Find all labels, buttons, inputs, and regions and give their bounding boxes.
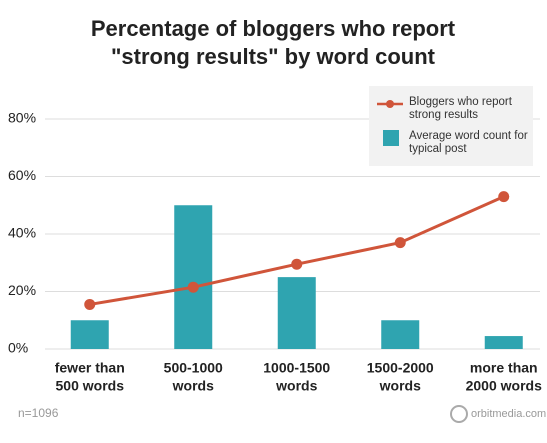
bar	[70, 320, 109, 349]
y-tick-label: 80%	[8, 110, 36, 126]
x-tick-label: fewer than	[55, 360, 125, 376]
legend: Bloggers who report strong results Avera…	[369, 86, 533, 166]
bar	[277, 277, 316, 349]
x-tick-label: words	[379, 378, 421, 394]
point	[394, 237, 406, 249]
note: n=1096	[18, 406, 59, 420]
bar	[381, 320, 420, 349]
legend-keys	[377, 100, 403, 146]
y-tick-label: 20%	[8, 282, 36, 298]
legend-key	[383, 130, 399, 146]
bar	[484, 336, 523, 349]
legend-label: Bloggers who report strong results	[409, 96, 512, 121]
chart-title: Percentage of bloggers who report	[91, 16, 456, 41]
source: orbitmedia.com	[471, 408, 546, 420]
point	[291, 258, 303, 270]
bar	[174, 205, 213, 349]
x-tick-label: 1500-2000	[367, 360, 434, 376]
x-tick-label: 500 words	[56, 378, 125, 394]
x-tick-label: 500-1000	[164, 360, 223, 376]
point	[187, 281, 199, 293]
legend-label: Average word count for typical post	[409, 130, 528, 155]
x-tick-label: words	[172, 378, 214, 394]
x-tick-label: 1000-1500	[263, 360, 330, 376]
y-tick-label: 0%	[8, 340, 28, 356]
x-tick-label: more than	[470, 360, 538, 376]
x-tick-label: 2000 words	[466, 378, 542, 394]
x-tick-label: words	[275, 378, 317, 394]
y-tick-label: 60%	[8, 167, 36, 183]
chart-title: "strong results" by word count	[111, 44, 436, 69]
legend-key	[386, 100, 394, 108]
point	[84, 298, 96, 310]
point	[498, 191, 510, 203]
logo	[450, 405, 468, 423]
y-tick-label: 40%	[8, 225, 36, 241]
